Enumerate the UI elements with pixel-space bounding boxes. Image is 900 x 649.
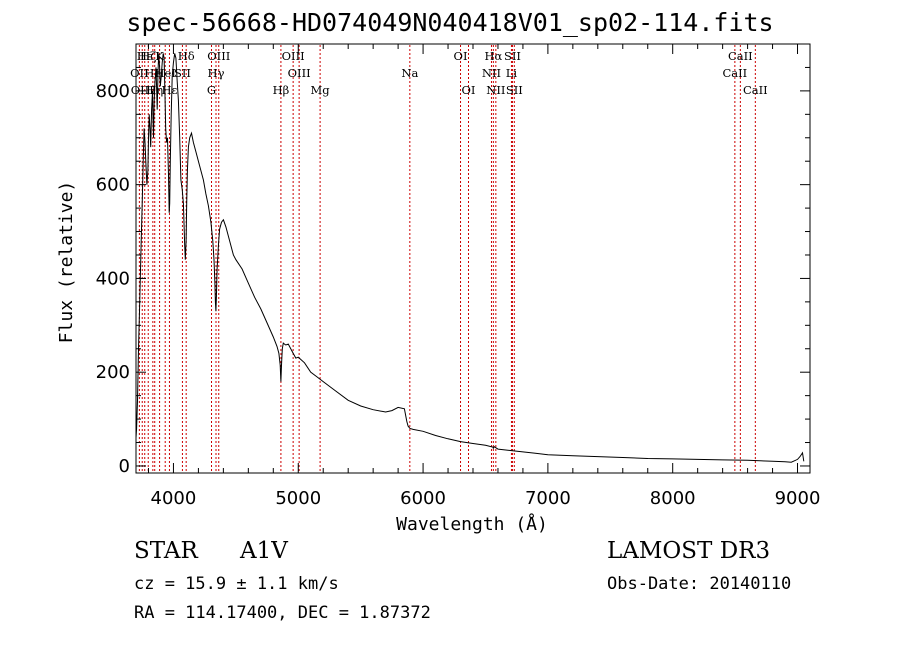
x-tick-label: 9000 — [775, 488, 821, 509]
line-marker-label: CaII — [728, 49, 753, 63]
line-marker-label: CaII — [722, 66, 747, 80]
y-tick-label: 600 — [96, 175, 130, 196]
line-marker-label: Hε — [137, 49, 153, 63]
x-tick-label: 4000 — [151, 488, 197, 509]
line-marker-label: He — [144, 66, 161, 80]
x-tick-label: 6000 — [400, 488, 446, 509]
survey-name: LAMOST DR3 — [607, 538, 771, 564]
y-axis-label: Flux (relative) — [56, 181, 77, 344]
line-marker-label: Na — [401, 66, 418, 80]
x-axis-label: Wavelength (Å) — [396, 513, 548, 535]
plot-frame — [135, 43, 811, 474]
observation-date: Obs-Date: 20140110 — [607, 574, 792, 594]
line-marker-label: SII — [504, 49, 521, 63]
y-tick-label: 800 — [96, 81, 130, 102]
flux-series-line — [135, 53, 805, 463]
y-axis-ticks: 0 200 400 600 800 — [96, 66, 810, 477]
line-marker-label: Hζ — [140, 49, 156, 63]
line-marker-label: OII — [130, 66, 149, 80]
line-marker-label: OIII — [282, 49, 305, 63]
line-marker-label: OIII — [207, 49, 230, 63]
line-marker-label: Hγ — [208, 66, 225, 80]
redshift-cz: cz = 15.9 ± 1.1 km/s — [134, 574, 339, 594]
line-marker-label: SII — [174, 66, 191, 80]
line-marker-label: Li — [506, 66, 518, 80]
x-tick-label: 8000 — [650, 488, 696, 509]
line-marker-label: Hα — [484, 49, 502, 63]
line-marker-label: CaII — [743, 83, 768, 97]
line-marker-label: Mg — [311, 83, 331, 97]
y-tick-label: 200 — [96, 362, 130, 383]
line-marker-group — [138, 45, 756, 472]
object-subclass: A1V — [240, 538, 288, 564]
line-marker-label: OI — [462, 83, 476, 97]
line-marker-label: K — [155, 49, 164, 63]
line-marker-label: SII — [506, 83, 523, 97]
x-axis-ticks: 4000 5000 6000 7000 8000 9000 — [147, 44, 821, 509]
line-marker-label: NII — [486, 83, 505, 97]
x-tick-label: 7000 — [525, 488, 571, 509]
chart-title: spec-56668-HD074049N040418V01_sp02-114.f… — [126, 8, 774, 37]
line-marker-label: Hδ — [178, 49, 195, 63]
line-marker-label: NII — [482, 66, 501, 80]
ra-dec-coordinates: RA = 114.17400, DEC = 1.87372 — [134, 603, 431, 623]
line-marker-label: Hβ — [273, 83, 290, 97]
line-marker-label: Hε — [161, 83, 177, 97]
line-marker-label: G — [207, 83, 216, 97]
line-marker-label: OI — [454, 49, 468, 63]
object-class: STAR — [134, 538, 198, 564]
y-tick-label: 0 — [119, 456, 130, 477]
x-tick-label: 5000 — [275, 488, 321, 509]
line-marker-label: OIII — [288, 66, 311, 80]
y-tick-label: 400 — [96, 268, 130, 289]
